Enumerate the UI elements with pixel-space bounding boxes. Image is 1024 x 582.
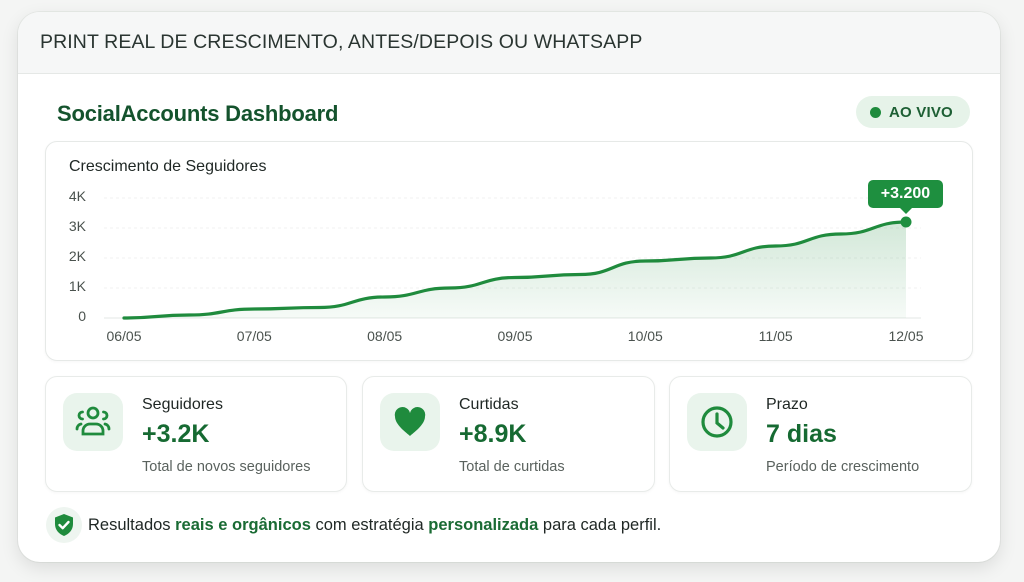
x-tick-label: 12/05 <box>888 328 924 344</box>
chart-plot <box>104 197 921 320</box>
results-text: Resultados reais e orgânicos com estraté… <box>88 515 662 534</box>
stat-label: Seguidores <box>142 396 223 413</box>
stat-description: Total de curtidas <box>459 459 565 475</box>
x-tick-label: 10/05 <box>627 328 663 344</box>
followers-line <box>122 220 908 320</box>
y-tick-label: 2K <box>68 248 86 264</box>
dashboard-title: SocialAccounts Dashboard <box>57 101 339 126</box>
live-status-label: AO VIVO <box>889 103 953 121</box>
highlight-personalized: personalizada <box>428 515 539 534</box>
chart-title: Crescimento de Seguidores <box>69 158 267 175</box>
frame-header: PRINT REAL DE CRESCIMENTO, ANTES/DEPOIS … <box>18 12 1000 74</box>
stat-card-likes: Curtidas +8.9K Total de curtidas <box>362 376 655 492</box>
y-tick-label: 3K <box>68 218 86 234</box>
x-tick-label: 08/05 <box>367 328 403 344</box>
live-dot-icon <box>870 106 881 118</box>
x-tick-label: 11/05 <box>758 328 793 344</box>
users-icon <box>63 393 123 451</box>
x-tick-label: 06/05 <box>106 328 142 344</box>
frame-title: PRINT REAL DE CRESCIMENTO, ANTES/DEPOIS … <box>40 31 643 53</box>
heart-icon <box>380 393 440 451</box>
y-tick-label: 0 <box>78 308 86 324</box>
stat-value: +8.9K <box>459 420 527 448</box>
stat-description: Total de novos seguidores <box>142 459 311 475</box>
stat-card-followers: Seguidores +3.2K Total de novos seguidor… <box>45 376 347 492</box>
x-tick-label: 07/05 <box>236 328 272 344</box>
stat-card-period: Prazo 7 dias Período de crescimento <box>669 376 972 492</box>
live-status-badge: AO VIVO <box>856 96 970 128</box>
last-point-marker <box>900 216 912 228</box>
y-tick-label: 4K <box>68 188 86 204</box>
area-fill <box>124 222 906 318</box>
highlight-organic: reais e orgânicos <box>175 515 311 534</box>
x-tick-label: 09/05 <box>497 328 533 344</box>
followers-growth-chart: Crescimento de Seguidores 4K 3K 2K 1K 0 06/0… <box>45 141 973 361</box>
stat-value: +3.2K <box>142 420 210 448</box>
value-tooltip: +3.200 <box>868 180 943 214</box>
stat-label: Curtidas <box>459 396 519 413</box>
clock-icon <box>687 393 747 451</box>
stat-description: Período de crescimento <box>766 459 920 475</box>
y-tick-label: 1K <box>68 278 86 294</box>
shield-check-icon <box>46 507 82 543</box>
stat-label: Prazo <box>766 396 808 413</box>
results-note: Resultados reais e orgânicos com estraté… <box>46 507 662 543</box>
stat-value: 7 dias <box>766 420 837 448</box>
